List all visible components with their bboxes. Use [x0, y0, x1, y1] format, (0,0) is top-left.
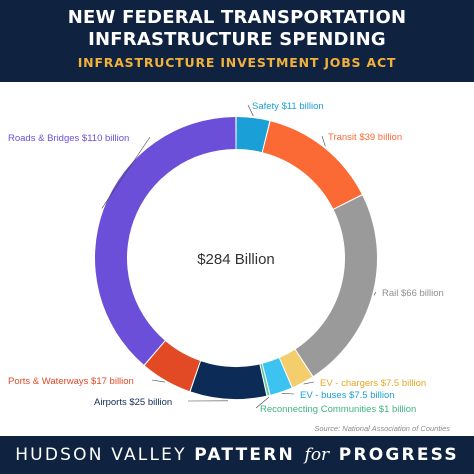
title-line-2: INFRASTRUCTURE SPENDING	[88, 29, 386, 50]
donut-slice	[295, 195, 377, 376]
donut-slice	[190, 361, 267, 399]
source-note: Source: National Association of Counties	[314, 424, 450, 433]
header-banner: NEW FEDERAL TRANSPORTATION INFRASTRUCTUR…	[0, 0, 474, 82]
footer-brand-part-2: PATTERN	[194, 445, 295, 465]
slice-label: EV - chargers $7.5 billion	[320, 378, 426, 389]
donut-slice	[144, 341, 201, 392]
leader-line	[247, 104, 254, 117]
slice-label: Ports & Waterways $17 billion	[8, 376, 134, 387]
donut-slice	[236, 117, 270, 153]
donut-slice	[262, 358, 292, 395]
leader-line	[373, 291, 377, 296]
leader-line	[101, 136, 151, 209]
center-total-label: $284 Billion	[197, 251, 275, 268]
leader-line	[281, 393, 295, 395]
leader-line	[303, 381, 315, 385]
donut-slice	[260, 363, 270, 396]
footer-brand-part-1: HUDSON VALLEY	[15, 445, 187, 465]
slice-label: Reconnecting Communities $1 billion	[260, 404, 416, 415]
donut-chart: Safety $11 billion Transit $39 billion Rai…	[8, 101, 444, 415]
leader-line	[321, 135, 326, 147]
donut-slice	[279, 349, 313, 388]
leader-line	[255, 396, 270, 409]
footer-banner: HUDSON VALLEY PATTERN for PROGRESS	[0, 436, 474, 474]
slice-label: Safety $11 billion	[252, 101, 324, 112]
subtitle: INFRASTRUCTURE INVESTMENT JOBS ACT	[77, 55, 397, 70]
footer-brand-part-3: for	[304, 445, 330, 465]
slice-label: Transit $39 billion	[328, 132, 402, 143]
chart-area: Safety $11 billion Transit $39 billion Rai…	[0, 82, 474, 436]
donut-slice	[262, 121, 362, 209]
slice-label: Roads & Bridges $110 billion	[8, 133, 129, 144]
footer-brand-part-4: PROGRESS	[338, 445, 459, 465]
leader-line	[151, 379, 166, 383]
slice-label: EV - buses $7.5 billion	[300, 390, 395, 401]
slice-label: Airports $25 billion	[94, 397, 172, 408]
slice-label: Rail $66 billion	[382, 288, 444, 299]
donut-slice	[95, 117, 236, 365]
title-line-1: NEW FEDERAL TRANSPORTATION	[67, 7, 407, 28]
